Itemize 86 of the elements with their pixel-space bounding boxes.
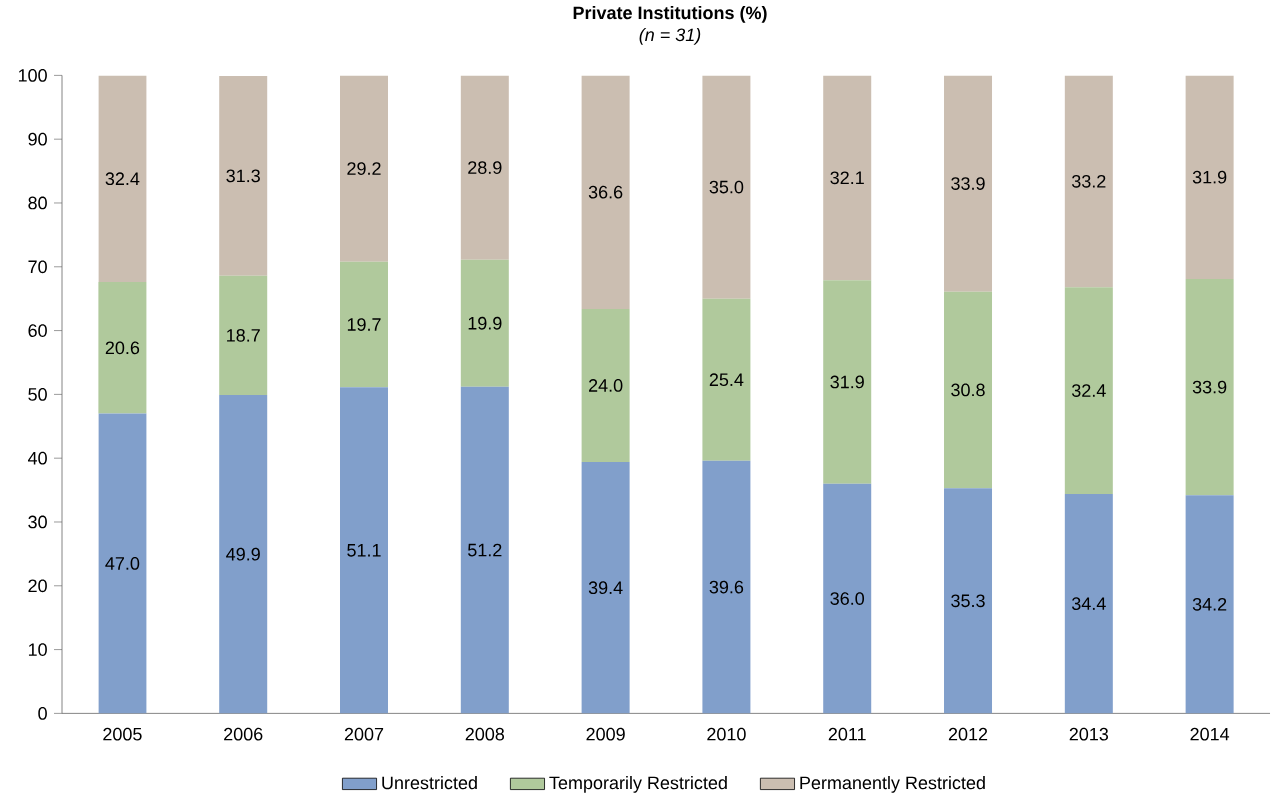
bar: [1185, 75, 1234, 280]
bar: [702, 460, 751, 714]
data-label: 35.0: [709, 180, 744, 194]
legend-label: Temporarily Restricted: [549, 776, 727, 793]
bar: [98, 75, 147, 283]
y-tick-label: 70: [28, 260, 47, 274]
bar: [581, 75, 630, 309]
bar: [98, 413, 147, 714]
data-label: 30.8: [951, 383, 985, 397]
data-label: 31.9: [830, 375, 864, 389]
data-label: 36.6: [588, 185, 623, 199]
data-label: 39.6: [709, 580, 744, 594]
y-tick-label: 20: [28, 579, 47, 593]
chart-title: Private Institutions (%): [573, 6, 767, 23]
bar: [823, 75, 872, 281]
bar: [702, 298, 751, 461]
y-tick-label: 80: [28, 196, 47, 210]
data-label: 33.9: [1192, 380, 1227, 394]
bar: [823, 280, 872, 484]
y-tick-label: 50: [28, 388, 47, 401]
x-tick-label: 2011: [828, 727, 866, 741]
data-label: 29.2: [347, 162, 381, 176]
x-tick-label: 2006: [224, 727, 263, 741]
bar: [944, 291, 993, 489]
data-label: 31.3: [226, 169, 260, 183]
data-label: 25.4: [709, 373, 744, 387]
bar: [581, 309, 630, 463]
y-tick-label: 90: [28, 132, 47, 146]
data-label: 49.9: [226, 547, 260, 561]
data-label: 31.9: [1192, 170, 1227, 184]
data-label: 33.2: [1071, 175, 1106, 188]
y-tick-label: 60: [28, 324, 47, 338]
bar: [340, 387, 389, 714]
bar: [98, 282, 147, 414]
data-label: 20.6: [105, 341, 140, 355]
data-label: 18.7: [227, 329, 260, 342]
bar: [944, 488, 993, 714]
data-label: 47.0: [105, 557, 140, 570]
bar: [702, 75, 751, 299]
bar: [460, 259, 509, 387]
bar: [219, 275, 268, 396]
data-label: 33.9: [951, 177, 985, 191]
bar: [219, 76, 268, 276]
bar: [1064, 494, 1113, 714]
x-tick-label: 2007: [344, 727, 384, 741]
data-label: 39.4: [588, 581, 623, 595]
x-tick-label: 2005: [103, 727, 142, 741]
x-tick-label: 2012: [948, 727, 988, 741]
bar: [581, 462, 630, 714]
data-label: 36.0: [830, 592, 865, 606]
y-tick-label: 0: [38, 707, 47, 720]
y-tick-label: 40: [27, 451, 47, 465]
data-label: 19.7: [347, 318, 381, 332]
bar: [1064, 287, 1113, 495]
data-label: 32.4: [105, 172, 140, 186]
x-tick-label: 2009: [586, 727, 625, 741]
y-tick-label: 30: [28, 515, 47, 529]
bar: [1185, 279, 1234, 496]
y-tick-label: 10: [28, 643, 47, 657]
x-tick-label: 2008: [465, 727, 505, 741]
y-tick-label: 100: [18, 69, 47, 82]
legend-label: Unrestricted: [382, 776, 477, 790]
data-label: 24.0: [589, 379, 623, 392]
bar: [340, 261, 389, 388]
data-label: 51.2: [468, 543, 502, 557]
data-label: 32.1: [830, 171, 864, 185]
data-label: 19.9: [468, 316, 502, 330]
x-tick-label: 2014: [1190, 727, 1230, 741]
bar: [460, 75, 509, 260]
data-label: 35.3: [951, 594, 985, 608]
data-label: 34.4: [1071, 597, 1106, 611]
data-label: 28.9: [468, 161, 502, 175]
data-label: 34.2: [1192, 598, 1227, 611]
bar: [1064, 75, 1113, 288]
bar: [340, 75, 389, 262]
bar: [823, 483, 872, 714]
data-label: 51.1: [347, 544, 381, 557]
chart-subtitle: (n = 31): [639, 28, 701, 45]
x-tick-label: 2010: [707, 727, 746, 741]
bar: [460, 386, 509, 714]
bar: [1185, 495, 1234, 714]
bar: [944, 75, 993, 292]
legend-label: Permanently Restricted: [800, 776, 985, 793]
data-label: 32.4: [1071, 384, 1106, 398]
x-tick-label: 2013: [1069, 727, 1109, 741]
bar: [219, 395, 268, 714]
